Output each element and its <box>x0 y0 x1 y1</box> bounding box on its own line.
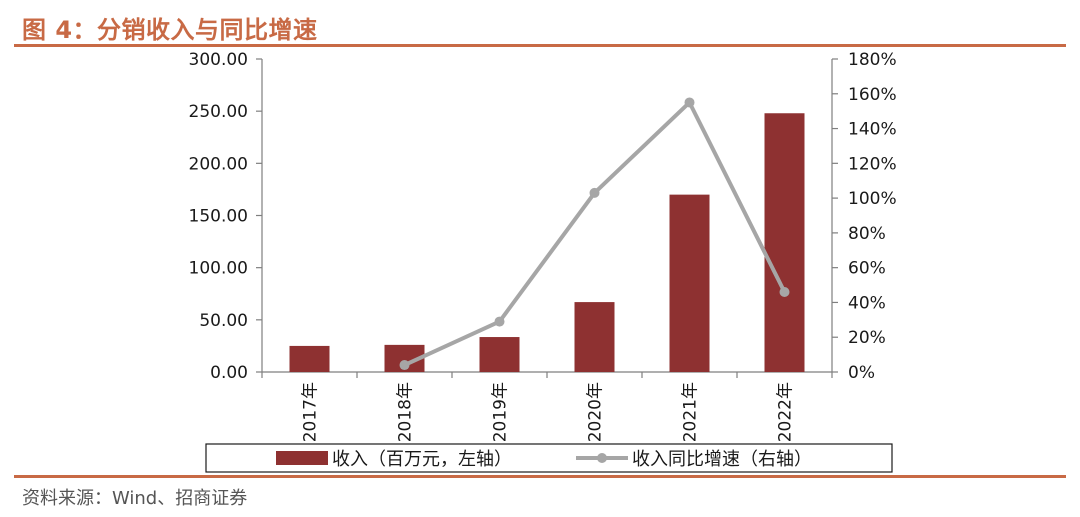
growth-point <box>779 287 790 298</box>
right-axis-tick-label: 40% <box>848 293 886 313</box>
legend-line-marker <box>597 453 607 463</box>
revenue-bar <box>289 345 330 372</box>
right-axis-tick-label: 120% <box>848 154 897 174</box>
left-axis-tick-label: 100.00 <box>189 259 248 279</box>
x-axis-tick-label: 2019年 <box>491 382 511 442</box>
growth-point <box>684 97 695 108</box>
right-axis-tick-label: 140% <box>848 120 897 140</box>
left-axis-tick-label: 250.00 <box>189 102 248 122</box>
revenue-bar <box>764 113 805 373</box>
left-axis: 0.00 50.00 100.00 150.00 200.00 250.00 300.00 <box>189 50 263 383</box>
legend-bar-swatch <box>276 451 328 465</box>
title-divider <box>14 44 1066 47</box>
legend-line-label: 收入同比增速（右轴） <box>632 449 812 470</box>
left-axis-tick-label: 200.00 <box>189 154 248 174</box>
right-axis-tick-label: 20% <box>848 328 886 348</box>
revenue-bar <box>479 337 520 372</box>
right-axis-tick-label: 180% <box>848 50 897 70</box>
chart-title: 图 4：分销收入与同比增速 <box>22 16 318 44</box>
growth-point <box>494 316 505 327</box>
source-note: 资料来源：Wind、招商证券 <box>22 488 248 509</box>
right-axis-tick-label: 160% <box>848 85 897 105</box>
left-axis-tick-label: 50.00 <box>199 311 248 331</box>
x-axis: 2017年 2018年 2019年 2020年 2021年 2022年 <box>261 371 833 442</box>
legend: 收入（百万元，左轴） 收入同比增速（右轴） <box>205 443 893 473</box>
revenue-bar <box>669 194 710 372</box>
x-axis-tick-label: 2022年 <box>776 382 796 442</box>
line-series <box>399 97 790 371</box>
bar-series <box>289 113 805 373</box>
growth-point <box>399 360 410 371</box>
footer-divider <box>14 475 1066 478</box>
right-axis-tick-label: 60% <box>848 259 886 279</box>
revenue-bar <box>574 302 615 372</box>
x-axis-tick-label: 2018年 <box>396 382 416 442</box>
x-axis-tick-label: 2020年 <box>586 382 606 442</box>
x-axis-tick-label: 2021年 <box>681 382 701 442</box>
right-axis-tick-label: 100% <box>848 189 897 209</box>
left-axis-tick-label: 300.00 <box>189 50 248 70</box>
legend-bar-label: 收入（百万元，左轴） <box>332 449 512 470</box>
left-axis-tick-label: 0.00 <box>210 363 248 383</box>
right-axis: 0% 20% 40% 60% 80% 100% 120% 140% 160% 180% <box>831 50 897 383</box>
right-axis-tick-label: 80% <box>848 224 886 244</box>
x-axis-tick-label: 2017年 <box>301 382 321 442</box>
right-axis-tick-label: 0% <box>848 363 875 383</box>
growth-point <box>589 187 600 198</box>
left-axis-tick-label: 150.00 <box>189 207 248 227</box>
